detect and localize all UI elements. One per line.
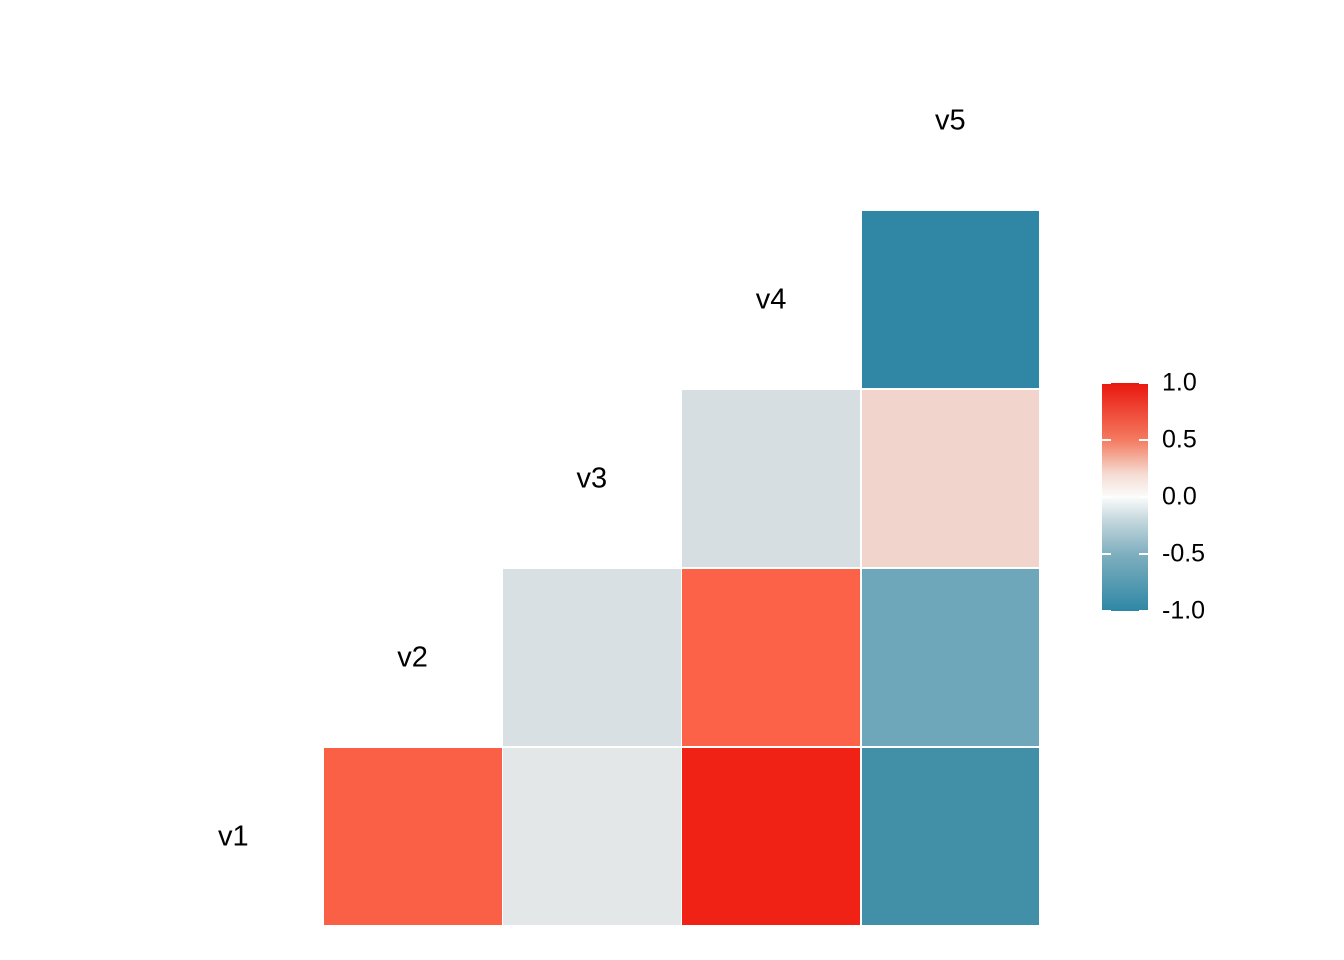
- variable-label-v2: v2: [397, 641, 428, 673]
- variable-label-v3: v3: [576, 462, 608, 494]
- colorbar-tick-label: -1.0: [1162, 596, 1206, 625]
- heatmap-cell-v1-v5: [861, 747, 1040, 926]
- colorbar-tick-label: 0.5: [1162, 425, 1197, 454]
- heatmap-cell-v2-v3: [503, 568, 681, 747]
- colorbar-tick-mark: [1139, 495, 1148, 499]
- heatmap-cell-v1-v4: [682, 747, 860, 926]
- colorbar-tick-mark: [1102, 383, 1111, 385]
- heatmap-cell-v2-v4: [682, 568, 860, 747]
- colorbar-tick-mark: [1139, 383, 1148, 385]
- heatmap-cell-v1-v2: [323, 747, 502, 926]
- heatmap-cell-v1-v3: [503, 747, 681, 926]
- colorbar-tick-mark: [1139, 609, 1148, 611]
- variable-label-v4: v4: [755, 283, 787, 315]
- colorbar-tick-mark: [1139, 438, 1148, 442]
- variable-label-v5: v5: [935, 104, 966, 136]
- variable-label-v1: v1: [218, 820, 249, 852]
- colorbar-gradient: [1102, 383, 1148, 611]
- colorbar-tick-label: 1.0: [1162, 368, 1197, 397]
- heatmap-cell-v3-v4: [682, 389, 860, 568]
- colorbar-tick-label: 0.0: [1162, 482, 1197, 511]
- colorbar-tick-mark: [1102, 495, 1111, 499]
- colorbar-tick-mark: [1102, 552, 1111, 556]
- heatmap-cell-v3-v5: [861, 389, 1040, 568]
- colorbar-tick-mark: [1102, 609, 1111, 611]
- colorbar-tick-label: -0.5: [1162, 539, 1206, 568]
- colorbar-tick-mark: [1139, 552, 1148, 556]
- heatmap-cell-v4-v5: [861, 210, 1040, 389]
- colorbar-tick-mark: [1102, 438, 1111, 442]
- heatmap-cell-v2-v5: [861, 568, 1040, 747]
